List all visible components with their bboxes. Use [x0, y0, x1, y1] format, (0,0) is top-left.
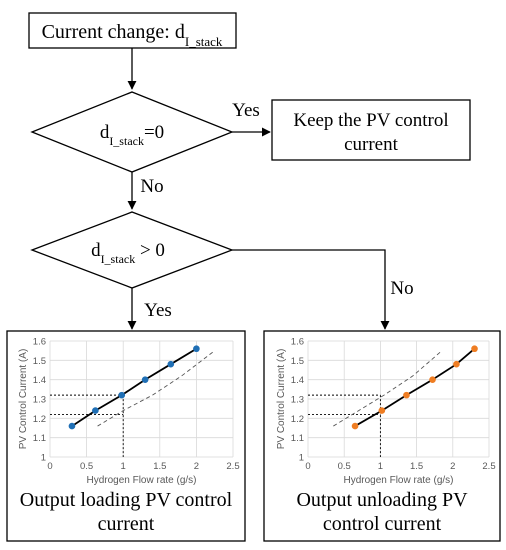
x-tick-label: 2.5 — [226, 461, 239, 472]
output-unloading-box — [263, 330, 501, 542]
output-unloading-line2: control current — [323, 513, 442, 535]
loading-chart: 1 1.1 1.2 1.3 1.4 1.5 1.6 0 0.5 1 1.5 2 2.5 Hydrogen … — [18, 337, 240, 487]
x-tick-label: 2 — [194, 461, 199, 472]
no-label-2: No — [390, 278, 413, 299]
reference-curve — [333, 350, 443, 427]
data-point — [167, 360, 175, 368]
keep-box-line2: current — [344, 134, 399, 155]
keep-box-line1: Keep the PV control — [293, 110, 448, 131]
y-tick-label: 1 — [299, 453, 304, 464]
y-tick-label: 1.5 — [33, 356, 46, 367]
data-point — [92, 407, 99, 414]
start-label: Current change: dI_stack — [42, 21, 223, 49]
y-tick-label: 1.2 — [291, 414, 304, 425]
y-tick-label: 1.6 — [291, 337, 304, 348]
unloading-chart: 1 1.1 1.2 1.3 1.4 1.5 1.6 0 0.5 1 1.5 2 2.5 Hydrogen … — [276, 337, 496, 487]
data-point — [351, 422, 359, 430]
x-tick-label: 0.5 — [338, 461, 351, 472]
data-point — [141, 376, 149, 383]
y-axis-title: PV Control Current (A) — [18, 349, 29, 450]
x-tick-label: 1.5 — [153, 461, 166, 472]
x-axis-title: Hydrogen Flow rate (g/s) — [86, 475, 196, 486]
output-unloading-line1: Output unloading PV — [296, 489, 468, 511]
x-tick-label: 1 — [378, 461, 383, 472]
yes-label-1: Yes — [232, 100, 260, 121]
y-tick-label: 1.4 — [291, 375, 304, 386]
start-box — [28, 12, 237, 49]
no-label-1: No — [140, 176, 163, 197]
data-point — [68, 422, 76, 430]
yes-label-2: Yes — [144, 300, 172, 321]
decision2-diamond — [30, 211, 234, 289]
y-tick-label: 1.5 — [291, 356, 304, 367]
x-tick-label: 2 — [450, 461, 455, 472]
output-loading-line2: current — [98, 513, 155, 535]
y-tick-label: 1.4 — [33, 375, 46, 386]
data-point — [453, 360, 460, 368]
x-tick-label: 1.5 — [410, 461, 423, 472]
x-tick-label: 0.5 — [80, 461, 93, 472]
decision1-diamond — [30, 91, 234, 173]
y-tick-label: 1.3 — [291, 395, 304, 406]
data-point — [471, 345, 478, 353]
x-axis-title: Hydrogen Flow rate (g/s) — [343, 475, 453, 486]
output-loading-line1: Output loading PV control — [20, 489, 233, 511]
y-tick-label: 1 — [41, 453, 46, 464]
y-tick-label: 1.3 — [33, 395, 46, 406]
data-point — [403, 391, 410, 399]
series-line — [71, 347, 197, 427]
x-tick-label: 1 — [121, 461, 126, 472]
output-loading-box — [6, 330, 246, 542]
x-tick-label: 0 — [47, 461, 52, 472]
decision1-label: dI_stack=0 — [100, 122, 164, 148]
y-tick-label: 1.6 — [33, 337, 46, 348]
y-tick-label: 1.2 — [33, 414, 46, 425]
reference-curve — [97, 350, 215, 427]
x-tick-label: 0 — [305, 461, 310, 472]
y-axis-title: PV Control Current (A) — [276, 349, 287, 450]
arrow-decision2-no — [232, 249, 390, 330]
decision2-label: dI_stack > 0 — [91, 240, 165, 266]
data-point — [118, 391, 126, 399]
x-tick-label: 2.5 — [482, 461, 495, 472]
data-point — [378, 407, 386, 414]
y-tick-label: 1.1 — [33, 433, 46, 444]
data-point — [193, 345, 200, 353]
series-line — [354, 348, 476, 427]
y-tick-label: 1.1 — [291, 433, 304, 444]
keep-current-box — [271, 99, 471, 161]
data-point — [429, 376, 436, 383]
